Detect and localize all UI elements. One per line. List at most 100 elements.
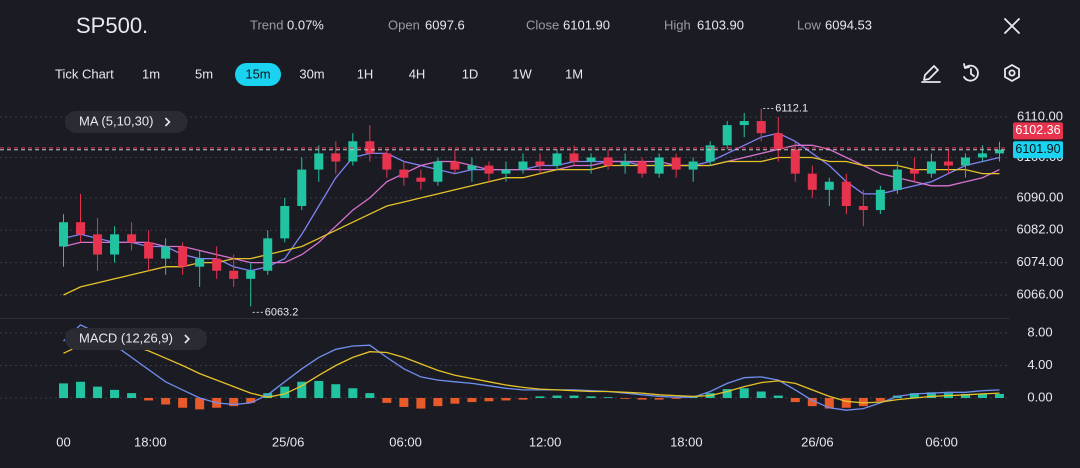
histogram-bar: [365, 393, 375, 399]
timeframe-button[interactable]: 4H: [409, 66, 426, 81]
timeframe-button[interactable]: 30m: [299, 66, 324, 81]
candle-body: [501, 169, 511, 174]
candle-body: [875, 189, 885, 211]
histogram-bar: [654, 398, 664, 400]
candle-body: [348, 141, 358, 162]
histogram-bar: [76, 381, 86, 399]
candle-body: [824, 181, 834, 190]
candle-body: [790, 149, 800, 174]
histogram-bar: [59, 383, 69, 399]
candle-body: [280, 206, 290, 239]
histogram-bar: [552, 395, 562, 399]
histogram-bar: [756, 391, 766, 399]
timeframe-button[interactable]: 1M: [565, 66, 583, 81]
candle-body: [484, 165, 494, 174]
candle-body: [909, 169, 919, 174]
histogram-bar: [144, 398, 154, 401]
candle-body: [399, 169, 409, 178]
histogram-bar: [875, 398, 885, 402]
candle-body: [314, 153, 324, 170]
candle-body: [450, 161, 460, 170]
candle-body: [331, 153, 341, 162]
candle-body: [773, 133, 783, 150]
candle-body: [552, 153, 562, 166]
histogram-bar: [229, 398, 239, 407]
histogram-bar: [246, 398, 256, 403]
candle-body: [705, 145, 715, 162]
candle-body: [195, 258, 205, 267]
histogram-bar: [263, 393, 273, 399]
indicator-line: [63, 340, 1000, 404]
draw-button[interactable]: [921, 65, 941, 83]
stat-value: 0.07%: [287, 17, 324, 32]
histogram-bar: [484, 398, 494, 402]
candle-body: [688, 161, 698, 170]
candle-body: [620, 161, 630, 166]
candle-body: [212, 258, 222, 271]
candle-body: [926, 161, 936, 174]
price-badge: [1013, 122, 1063, 140]
candle-body: [586, 157, 596, 162]
stat-label: Low: [797, 17, 821, 32]
timeframe-button[interactable]: 5m: [195, 66, 213, 81]
candle-body: [739, 121, 749, 126]
histogram-bar: [671, 398, 681, 399]
x-tick-label: 25/06: [272, 434, 305, 449]
histogram-bar: [535, 396, 545, 399]
candle-body: [994, 149, 1004, 154]
y-tick-label: 6110.00: [1017, 108, 1063, 123]
history-button[interactable]: [963, 63, 979, 82]
histogram-bar: [824, 398, 834, 409]
candle-body: [178, 246, 188, 267]
indicator-label: MACD (12,26,9): [79, 330, 173, 345]
y-tick-label: 6082.00: [1017, 222, 1064, 237]
candle-body: [110, 234, 120, 255]
candle-body: [535, 161, 545, 166]
indicator-pill[interactable]: [65, 328, 207, 350]
candle-body: [246, 270, 256, 279]
y-tick-label: 6090.00: [1017, 189, 1064, 204]
timeframe-button[interactable]: 1H: [357, 66, 374, 81]
candle-body: [263, 238, 273, 271]
symbol: SP500.: [76, 13, 148, 38]
stat-value: 6101.90: [563, 17, 610, 32]
settings-button[interactable]: [1004, 64, 1020, 82]
histogram-bar: [858, 398, 868, 407]
candle-body: [858, 206, 868, 211]
stat-label: High: [664, 17, 691, 32]
timeframe-bar: 1m 5m 15m 30m 1H 4H 1D 1W 1M: [142, 63, 583, 86]
indicator-line: [63, 144, 1000, 264]
histogram-bar: [501, 398, 511, 401]
candle-body: [127, 234, 137, 243]
timeframe-button[interactable]: 1W: [512, 66, 532, 81]
candle-body: [654, 157, 664, 174]
stat-value: 6094.53: [825, 17, 872, 32]
chart-type-button[interactable]: Tick Chart: [55, 66, 114, 81]
candle-body: [297, 169, 307, 207]
candle-body: [603, 157, 613, 166]
x-tick-label: 18:00: [670, 434, 703, 449]
panel-divider: [0, 318, 1010, 319]
histogram-bar: [178, 398, 188, 408]
histogram-bar: [807, 398, 817, 407]
histogram-bar: [195, 398, 205, 410]
candle-body: [841, 181, 851, 207]
histogram-bar: [994, 393, 1004, 399]
timeframe-button[interactable]: 1m: [142, 66, 160, 81]
stat-value: 6097.6: [425, 17, 465, 32]
close-button[interactable]: [1004, 18, 1020, 34]
stat-value: 6103.90: [697, 17, 744, 32]
stat-label: Open: [388, 17, 420, 32]
candle-body: [892, 169, 902, 190]
indicator-pill[interactable]: [65, 111, 188, 133]
histogram-bar: [161, 398, 171, 405]
timeframe-button[interactable]: 15m: [245, 66, 270, 81]
candle-body: [93, 234, 103, 255]
histogram-bar: [297, 381, 307, 399]
histogram-bar: [841, 398, 851, 408]
chevron: [184, 334, 191, 344]
candle-body: [76, 222, 86, 235]
histogram-bar: [518, 398, 528, 400]
timeframe-button[interactable]: 1D: [462, 66, 479, 81]
